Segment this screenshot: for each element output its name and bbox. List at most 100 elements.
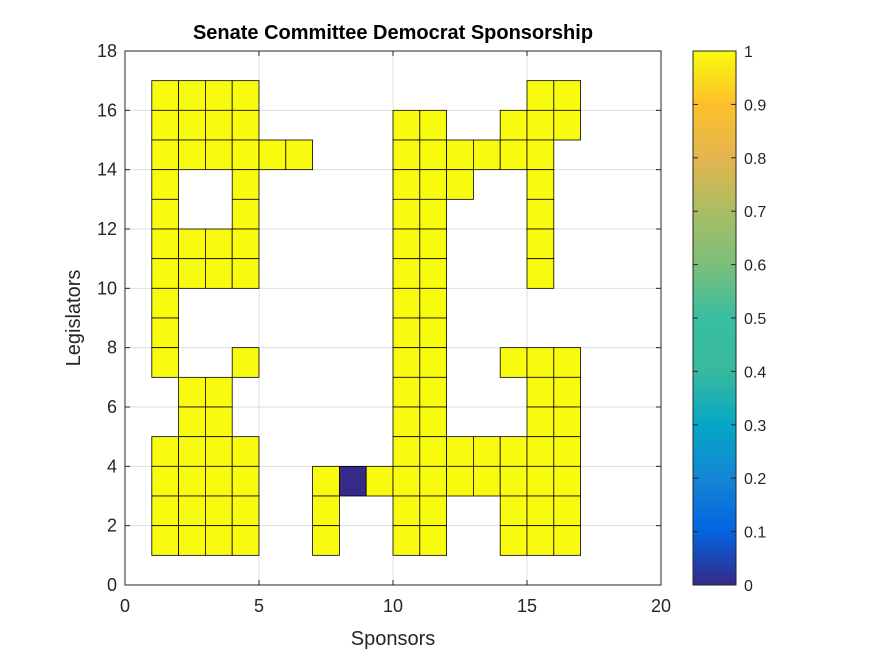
colorbar-tick-label: 0.3: [744, 418, 766, 435]
heatmap-cell: [553, 80, 581, 111]
heatmap-cell: [204, 80, 233, 111]
heatmap-cell: [178, 228, 206, 260]
heatmap-cell: [151, 258, 180, 289]
y-tick-label: 12: [97, 219, 117, 239]
x-tick-label: 0: [120, 596, 130, 616]
heatmap-cell: [178, 376, 206, 408]
heatmap-cell: [553, 109, 581, 141]
y-tick-label: 14: [97, 160, 117, 180]
heatmap-cell: [178, 80, 206, 111]
y-tick-label: 0: [107, 575, 117, 595]
heatmap-cell: [499, 495, 528, 527]
heatmap-cell: [178, 495, 206, 527]
heatmap-cell: [231, 139, 260, 171]
heatmap-cell: [258, 139, 287, 171]
heatmap-cell: [499, 465, 528, 497]
heatmap-cell: [392, 436, 421, 467]
heatmap-cell: [312, 465, 340, 497]
heatmap-cell: [392, 287, 421, 319]
heatmap-cell: [231, 465, 260, 497]
heatmap-cell: [231, 198, 260, 230]
heatmap-cell: [526, 198, 555, 230]
heatmap-cell: [446, 465, 474, 497]
heatmap-cell: [472, 465, 501, 497]
heatmap-cell: [446, 139, 474, 171]
heatmap-cell: [419, 109, 447, 141]
heatmap-cell: [178, 109, 206, 141]
heatmap-cell: [151, 317, 180, 349]
heatmap-cell: [231, 228, 260, 260]
heatmap-cell: [419, 198, 447, 230]
heatmap-cell: [204, 258, 233, 289]
heatmap-cell: [231, 495, 260, 527]
heatmap-cell: [553, 525, 581, 556]
heatmap-cell: [204, 139, 233, 171]
heatmap-cell: [553, 347, 581, 378]
heatmap-cell: [392, 228, 421, 260]
colorbar-tick-label: 0.9: [744, 97, 766, 114]
heatmap-cell: [419, 436, 447, 467]
colorbar-tick-label: 0.7: [744, 204, 766, 221]
heatmap-cell: [446, 169, 474, 200]
colorbar: [692, 50, 737, 586]
heatmap-cell: [178, 465, 206, 497]
heatmap-cell: [392, 525, 421, 556]
x-tick-label: 15: [517, 596, 537, 616]
y-tick-label: 10: [97, 278, 117, 298]
heatmap-cell: [526, 109, 555, 141]
heatmap-cell: [392, 169, 421, 200]
heatmap-cell: [312, 495, 340, 527]
heatmap-cell: [472, 139, 501, 171]
heatmap-cell: [553, 465, 581, 497]
heatmap-cell: [553, 406, 581, 438]
heatmap-cell: [392, 139, 421, 171]
heatmap-cell: [231, 347, 260, 378]
heatmap-cell: [338, 465, 367, 497]
heatmap-cell: [365, 465, 394, 497]
heatmap-cell: [151, 139, 180, 171]
colorbar-tick-label: 0.8: [744, 151, 766, 168]
heatmap-cell: [499, 525, 528, 556]
heatmap-cell: [419, 376, 447, 408]
heatmap-cell: [419, 495, 447, 527]
heatmap-cell: [392, 109, 421, 141]
colorbar-tick-label: 0.1: [744, 525, 766, 542]
heatmap-cell: [499, 139, 528, 171]
heatmap-cell: [526, 169, 555, 200]
x-tick-label: 10: [383, 596, 403, 616]
colorbar-tick-label: 0: [744, 578, 753, 595]
heatmap-cell: [526, 376, 555, 408]
heatmap-cell: [392, 406, 421, 438]
x-tick-label: 20: [651, 596, 671, 616]
heatmap-cell: [419, 287, 447, 319]
y-tick-label: 6: [107, 397, 117, 417]
x-axis-label: Sponsors: [351, 628, 436, 650]
heatmap-cell: [553, 495, 581, 527]
heatmap-cell: [526, 228, 555, 260]
heatmap-cell: [178, 406, 206, 438]
heatmap-cell: [472, 436, 501, 467]
heatmap-cell: [204, 228, 233, 260]
chart-title: Senate Committee Democrat Sponsorship: [193, 22, 593, 44]
y-axis-ticks: 0 2 4 6 8 10 12 14 16 18: [97, 41, 661, 595]
heatmap-cell: [204, 465, 233, 497]
colorbar-tick-label: 1: [744, 44, 753, 61]
heatmap-cells: [151, 80, 581, 556]
heatmap-cell: [204, 376, 233, 408]
heatmap-cell: [419, 139, 447, 171]
heatmap-cell: [178, 436, 206, 467]
heatmap-cell: [204, 495, 233, 527]
heatmap-cell: [151, 80, 180, 111]
heatmap-cell: [526, 436, 555, 467]
colorbar-ticks: 0 0.1 0.2 0.3 0.4 0.5 0.6 0.7 0.8 0.9 1: [693, 44, 766, 595]
heatmap-cell: [392, 317, 421, 349]
heatmap-cell: [178, 258, 206, 289]
heatmap-cell: [419, 169, 447, 200]
heatmap-cell: [151, 169, 180, 200]
heatmap-cell: [151, 198, 180, 230]
heatmap-cell: [392, 465, 421, 497]
heatmap-cell: [526, 80, 555, 111]
heatmap-cell: [178, 525, 206, 556]
y-tick-label: 8: [107, 338, 117, 358]
